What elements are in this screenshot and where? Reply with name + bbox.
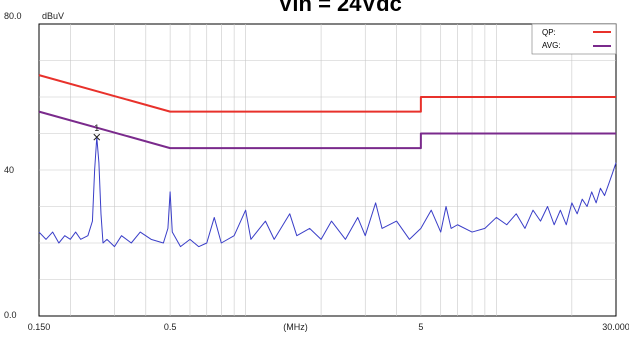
x-tick-label: 5 bbox=[418, 322, 423, 332]
x-axis-label: (MHz) bbox=[283, 322, 308, 332]
axis-labels: 0.150 0.5 5 30.000 (MHz) 80.0 40 0.0 bbox=[4, 11, 629, 332]
series-layer bbox=[38, 74, 617, 248]
grid bbox=[39, 24, 616, 316]
peak-marker-label: 1 bbox=[94, 123, 99, 133]
legend: QP: AVG: bbox=[531, 23, 617, 55]
series-line-avg bbox=[38, 110, 616, 150]
x-tick-label: 0.150 bbox=[28, 322, 51, 332]
series-line-qp bbox=[38, 74, 616, 113]
y-tick-label: 40 bbox=[4, 165, 14, 175]
y-tick-label: 0.0 bbox=[4, 310, 17, 320]
legend-avg-label: AVG: bbox=[542, 41, 561, 50]
chart-title: Vin = 24Vdc bbox=[278, 0, 402, 16]
y-axis-label: dBuV bbox=[42, 11, 64, 21]
peak-marker bbox=[93, 133, 101, 141]
y-tick-label: 80.0 bbox=[4, 11, 22, 21]
measurement-trace bbox=[38, 136, 617, 248]
legend-qp-label: QP: bbox=[542, 28, 556, 37]
annotation-layer: 1 bbox=[93, 123, 101, 141]
x-tick-label: 0.5 bbox=[164, 322, 177, 332]
x-tick-label: 30.000 bbox=[602, 322, 629, 332]
legend-box bbox=[531, 23, 617, 55]
